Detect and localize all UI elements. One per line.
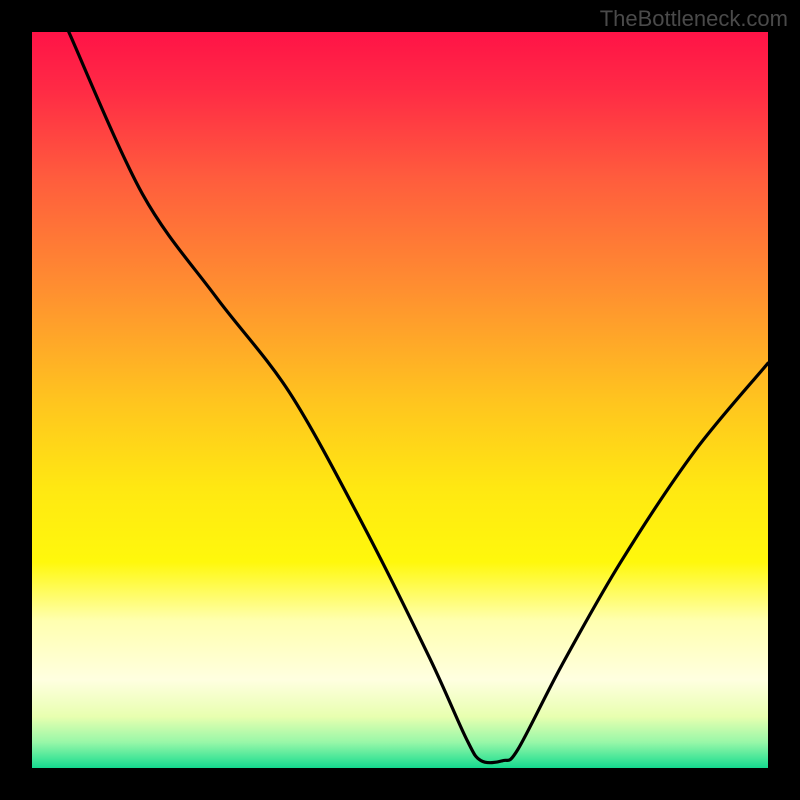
plot-area [32,32,768,768]
chart-svg [32,32,768,768]
gradient-background [32,32,768,768]
watermark-text: TheBottleneck.com [600,6,788,32]
